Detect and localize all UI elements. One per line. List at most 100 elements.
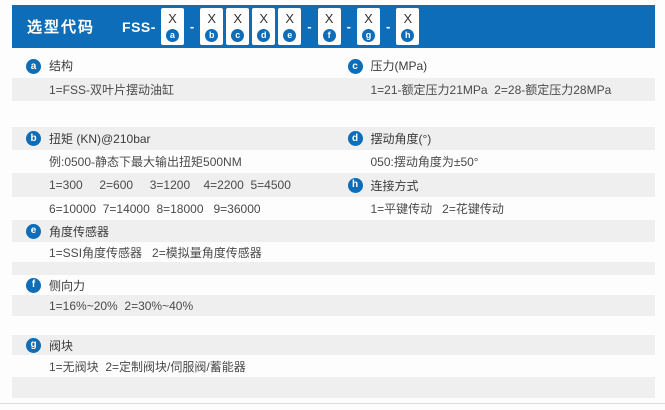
spec-row: 1=FSS-双叶片摆动油缸 1=21-额定压力21MPa 2=28-额定压力28M…	[12, 78, 655, 101]
left-cell: 6=10000 7=14000 8=18000 9=36000	[12, 197, 334, 220]
spec-row	[12, 377, 655, 398]
badge-b-icon: b	[205, 29, 219, 42]
code-prefix: FSS-	[122, 18, 156, 35]
left-cell: f 侧向力	[12, 275, 334, 295]
badge-g-icon: g	[361, 29, 375, 42]
right-cell	[334, 220, 656, 242]
badge-c-icon: c	[231, 29, 245, 42]
section-values: 1=21-额定压力21MPa 2=28-额定压力28MPa	[370, 83, 612, 97]
section-values: 050:摆动角度为±50°	[370, 155, 479, 169]
right-cell	[334, 295, 656, 316]
badge-c-icon: c	[347, 59, 363, 74]
spec-row: a 结构 c 压力(MPa)	[12, 48, 655, 78]
section-title-c: 压力(MPa)	[370, 59, 428, 73]
right-cell	[334, 355, 656, 377]
right-cell	[334, 377, 656, 398]
code-x-placeholder: X	[285, 11, 295, 26]
left-cell	[12, 101, 334, 127]
left-cell: 1=无阀块 2=定制阀块/伺服阀/蓄能器	[12, 355, 334, 377]
spec-row	[12, 398, 655, 410]
badge-d-icon: d	[347, 131, 363, 146]
left-cell: 1=SSI角度传感器 2=模拟量角度传感器	[12, 242, 334, 262]
code-separator: -	[385, 19, 391, 34]
right-cell	[334, 262, 656, 275]
left-cell: a 结构	[12, 48, 334, 78]
left-cell	[12, 377, 334, 398]
code-separator: -	[346, 19, 351, 34]
left-cell	[12, 398, 334, 410]
spec-row	[12, 316, 655, 335]
right-cell: d 摆动角度(°)	[334, 127, 656, 150]
code-x-placeholder: X	[168, 11, 177, 26]
badge-d-icon: d	[257, 29, 271, 42]
spec-row: e 角度传感器	[12, 220, 655, 242]
spec-table: a 结构 c 压力(MPa) 1=FSS-双叶片摆动油缸 1=21-额定压力21MPa 2…	[12, 48, 655, 410]
code-x-placeholder: X	[233, 11, 243, 26]
left-cell	[12, 316, 334, 335]
left-cell: 1=300 2=600 3=1200 4=2200 5=4500	[12, 173, 334, 197]
spec-row: 1=16%~20% 2=30%~40%	[12, 295, 655, 316]
right-cell	[334, 335, 656, 355]
right-cell	[334, 316, 656, 335]
code-separator: -	[307, 19, 312, 34]
right-cell: 1=平键传动 2=花键传动	[334, 197, 656, 220]
left-cell: 1=16%~20% 2=30%~40%	[12, 295, 334, 316]
section-values: 1=300 2=600 3=1200 4=2200 5=4500	[49, 178, 291, 192]
left-cell: e 角度传感器	[12, 220, 334, 242]
section-title-e: 角度传感器	[49, 224, 110, 239]
badge-h-icon: h	[347, 177, 363, 193]
spec-row: f 侧向力	[12, 275, 655, 295]
badge-f-icon: f	[26, 277, 41, 293]
section-values: 1=SSI角度传感器 2=模拟量角度传感器	[49, 245, 262, 260]
left-cell: 例:0500-静态下最大输出扭矩500NM	[12, 150, 334, 173]
right-cell: 1=21-额定压力21MPa 2=28-额定压力28MPa	[334, 78, 656, 101]
right-cell	[334, 101, 656, 127]
section-values: 1=平键传动 2=花键传动	[370, 202, 504, 216]
badge-f-icon: f	[322, 29, 336, 42]
section-values: 1=无阀块 2=定制阀块/伺服阀/蓄能器	[49, 359, 246, 374]
section-values: 6=10000 7=14000 8=18000 9=36000	[49, 201, 261, 216]
code-x-placeholder: X	[324, 11, 334, 26]
spec-row: g 阀块	[12, 335, 655, 355]
badge-h-icon: h	[401, 29, 415, 42]
section-title-f: 侧向力	[49, 278, 86, 293]
spec-row: 6=10000 7=14000 8=18000 9=36000 1=平键传动 2=…	[12, 197, 655, 220]
left-cell: g 阀块	[12, 335, 334, 355]
code-separator: -	[189, 19, 195, 34]
code-x-placeholder: X	[259, 11, 269, 26]
right-cell	[334, 242, 656, 262]
spec-row	[12, 101, 655, 127]
section-title-d: 摆动角度(°)	[370, 132, 432, 146]
section-values: 1=16%~20% 2=30%~40%	[49, 298, 194, 313]
section-title-a: 结构	[49, 59, 74, 73]
code-x-placeholder: X	[403, 11, 413, 26]
section-title-h: 连接方式	[370, 178, 419, 193]
spec-row: 1=300 2=600 3=1200 4=2200 5=4500 h 连接方式	[12, 173, 655, 197]
section-title-g: 阀块	[49, 338, 74, 353]
badge-g-icon: g	[26, 337, 41, 353]
spec-row: 1=SSI角度传感器 2=模拟量角度传感器	[12, 242, 655, 262]
right-cell: 050:摆动角度为±50°	[334, 150, 656, 173]
section-title-b: 扭矩 (KN)@210bar	[49, 132, 151, 146]
badge-b-icon: b	[26, 131, 41, 146]
right-cell	[334, 275, 656, 295]
bottom-divider	[0, 403, 665, 404]
section-values: 1=FSS-双叶片摆动油缸	[49, 83, 175, 97]
page-title: 选型代码	[27, 19, 96, 36]
